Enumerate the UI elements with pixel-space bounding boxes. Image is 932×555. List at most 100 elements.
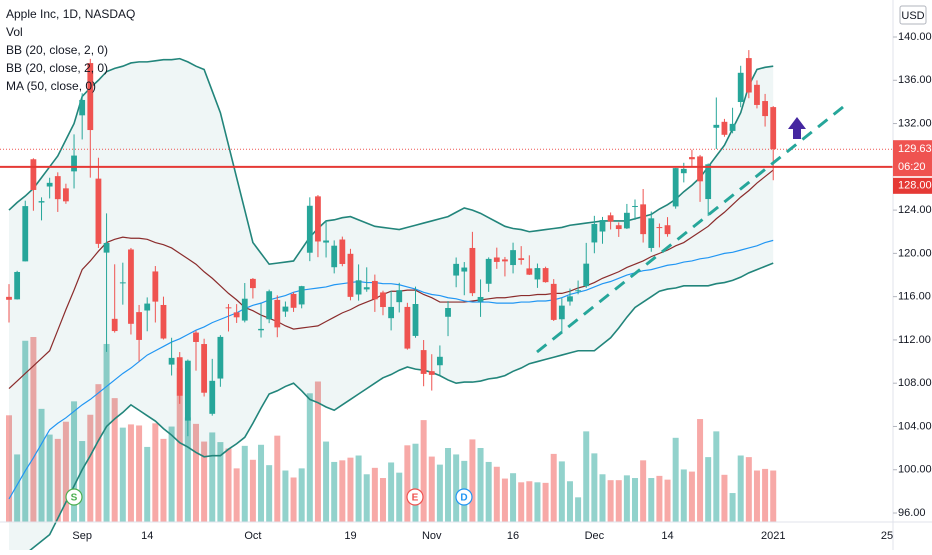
volume-bar [184, 417, 191, 522]
legend-entry: BB (20, close, 2, 0) [6, 43, 108, 57]
candle-body [306, 205, 313, 253]
volume-bar [599, 474, 606, 522]
candle-body [713, 124, 720, 128]
x-tick-label: 25 [881, 530, 893, 542]
candle-body [168, 357, 175, 365]
candle-body [160, 304, 167, 339]
volume-bar [144, 446, 151, 522]
volume-bar [6, 415, 12, 522]
candle-body [201, 344, 208, 393]
trend-line [536, 101, 849, 354]
candle-body [526, 268, 533, 275]
candle-body [697, 156, 703, 182]
volume-bar [371, 467, 378, 522]
volume-bar [412, 443, 419, 522]
candle-body [266, 291, 273, 320]
volume-bar [656, 475, 663, 522]
candle-body [6, 296, 12, 300]
candle-body [331, 245, 338, 268]
volume-bar [770, 470, 777, 522]
candle-body [241, 298, 248, 321]
plot-area [0, 50, 893, 555]
currency-box [899, 5, 927, 25]
volume-bar [323, 441, 330, 522]
candle-body [445, 308, 451, 317]
volume-bar [648, 478, 655, 522]
volume-bar [136, 425, 143, 522]
candle-body [217, 336, 224, 379]
last-price-label: 129.63 [898, 143, 932, 155]
event-marker: S [65, 488, 83, 506]
event-label: D [460, 493, 467, 504]
candle-body [225, 307, 232, 309]
volume-bar [87, 414, 94, 522]
volume-bar [79, 441, 86, 522]
y-tick-label: 140.00 [898, 31, 932, 43]
candle-body [745, 58, 752, 93]
candle-body [404, 306, 411, 349]
candle-body [664, 225, 671, 235]
candle-body [640, 204, 647, 235]
volume-bar [38, 408, 45, 522]
y-tick-label: 136.00 [898, 74, 932, 86]
volume-bar [355, 455, 362, 522]
x-tick-label: 14 [141, 530, 153, 542]
candle-body [534, 268, 541, 280]
candle-body [689, 157, 695, 160]
candle-body [258, 328, 264, 331]
candle-body [111, 318, 118, 332]
volume-bar [233, 468, 240, 522]
legend-entry: BB (20, close, 2, 0) [6, 61, 108, 75]
candle-body [209, 380, 216, 414]
volume-bar [737, 455, 744, 522]
volume-bar [347, 457, 354, 522]
volume-bar [103, 343, 110, 522]
volume-bar [274, 435, 281, 522]
candle-body [729, 123, 736, 131]
volume-bar [54, 438, 61, 522]
volume-bar [453, 454, 460, 522]
volume-bar [518, 482, 525, 522]
y-tick-label: 108.00 [898, 377, 932, 389]
volume-bar [404, 445, 411, 522]
volume-bar [542, 482, 549, 522]
volume-bar [111, 398, 118, 522]
x-tick-label: Sep [72, 530, 92, 542]
candle-body [510, 250, 516, 266]
volume-bar [258, 444, 265, 522]
volume-bar [331, 461, 338, 522]
candle-body [282, 306, 289, 312]
x-tick-label: Dec [585, 530, 605, 542]
volume-bar [282, 470, 289, 522]
candle-body [14, 271, 21, 300]
candle-body [371, 280, 378, 300]
candle-body [762, 101, 768, 117]
candle-body [672, 168, 679, 207]
volume-bar [201, 441, 208, 522]
volume-bar [249, 459, 256, 522]
volume-bar [632, 478, 639, 522]
volume-bar [493, 466, 500, 522]
candle-body [477, 296, 484, 302]
y-tick-label: 104.00 [898, 420, 932, 432]
event-circle [406, 488, 424, 506]
candle-body [737, 72, 744, 103]
x-tick-label: 2021 [761, 530, 785, 542]
volume-bar [558, 461, 565, 522]
candle-body [315, 196, 321, 242]
candle-body [290, 293, 297, 308]
volume-bar [615, 480, 622, 522]
x-tick-label: 16 [507, 530, 519, 542]
candle-body [680, 168, 687, 174]
candle-body [339, 239, 346, 264]
y-tick-label: 124.00 [898, 204, 932, 216]
volume-bar [95, 384, 102, 522]
candle-body [412, 304, 419, 336]
volume-bar [127, 424, 134, 522]
candle-body [542, 268, 549, 283]
candle-body [518, 258, 525, 260]
volume-bar [721, 474, 728, 522]
volume-bar [753, 470, 760, 522]
volume-bar [298, 468, 305, 522]
volume-bar [591, 453, 598, 522]
